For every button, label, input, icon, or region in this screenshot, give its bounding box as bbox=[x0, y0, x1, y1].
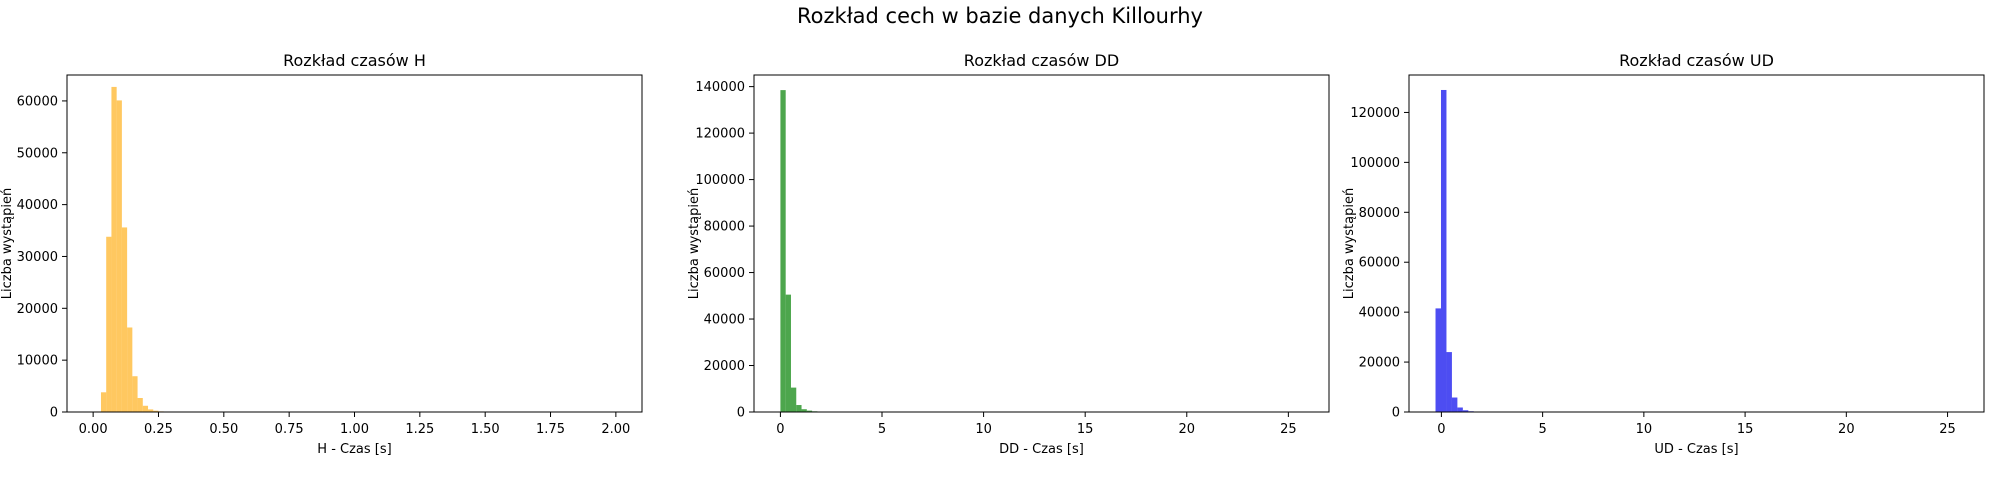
chart-2-ytick-label-3: 60000 bbox=[1359, 256, 1400, 271]
chart-2-xtick-label-1: 5 bbox=[1538, 422, 1546, 437]
chart-1-xtick-label-2: 10 bbox=[975, 422, 992, 437]
chart-1-ytick-label-3: 60000 bbox=[704, 266, 745, 281]
chart-2-xlabel: UD - Czas [s] bbox=[1654, 442, 1738, 457]
figure-title: Rozkład cech w bazie danych Killourhy bbox=[797, 4, 1203, 28]
chart-2-ytick-label-5: 100000 bbox=[1350, 156, 1400, 171]
chart-1-bar-0 bbox=[780, 90, 786, 413]
chart-1-title: Rozkład czasów DD bbox=[964, 51, 1119, 70]
chart-2-bar-3 bbox=[1451, 397, 1458, 412]
chart-0-xlabel: H - Czas [s] bbox=[317, 442, 391, 457]
chart-2-bar-5 bbox=[1462, 410, 1469, 412]
chart-0-ytick-label-3: 30000 bbox=[17, 250, 58, 265]
chart-2-ytick-label-0: 0 bbox=[1392, 406, 1400, 421]
chart-1-bar-4 bbox=[801, 409, 807, 412]
chart-0-bar-6 bbox=[127, 327, 133, 412]
chart-2-ytick-label-2: 40000 bbox=[1359, 306, 1400, 321]
chart-1-bar-2 bbox=[790, 387, 797, 412]
chart-0-bar-2 bbox=[106, 236, 112, 412]
chart-2-xtick-label-4: 20 bbox=[1838, 422, 1855, 437]
chart-1-xtick-label-1: 5 bbox=[878, 422, 886, 437]
chart-0-xtick-label-1: 0.25 bbox=[144, 422, 173, 437]
chart-1-bar-1 bbox=[785, 294, 791, 412]
chart-0-bar-9 bbox=[142, 405, 149, 412]
chart-0-xtick-label-3: 0.75 bbox=[275, 422, 304, 437]
chart-1-ytick-label-6: 120000 bbox=[695, 127, 745, 142]
chart-0-bar-3 bbox=[111, 86, 117, 413]
chart-1-bar-3 bbox=[796, 405, 802, 412]
chart-0-xtick-label-4: 1.00 bbox=[340, 422, 369, 437]
chart-0-ytick-label-4: 40000 bbox=[17, 198, 58, 213]
chart-1-xtick-label-3: 15 bbox=[1077, 422, 1094, 437]
chart-2-ytick-label-4: 80000 bbox=[1359, 206, 1400, 221]
chart-0-ytick-label-5: 50000 bbox=[17, 146, 58, 161]
chart-2-bar-2 bbox=[1446, 352, 1452, 412]
chart-1-ytick-label-1: 20000 bbox=[704, 359, 745, 374]
chart-2-ytick-label-6: 120000 bbox=[1350, 106, 1400, 121]
chart-0-ytick-label-6: 60000 bbox=[17, 94, 58, 109]
chart-1-xtick-label-5: 25 bbox=[1280, 422, 1297, 437]
chart-1-ytick-label-4: 80000 bbox=[704, 220, 745, 235]
chart-0-xtick-label-0: 0.00 bbox=[79, 422, 108, 437]
chart-0-bar-7 bbox=[132, 376, 138, 412]
chart-2-axes-frame bbox=[1408, 74, 1985, 413]
chart-0-bar-11 bbox=[153, 410, 159, 412]
chart-1-ytick-label-2: 40000 bbox=[704, 313, 745, 328]
chart-2-ylabel: Liczba wystąpień bbox=[1342, 188, 1357, 299]
chart-1-ytick-label-0: 0 bbox=[737, 406, 745, 421]
chart-2-xtick-label-3: 15 bbox=[1737, 422, 1754, 437]
chart-0-ylabel: Liczba wystąpień bbox=[0, 188, 15, 299]
chart-1-ylabel: Liczba wystąpień bbox=[687, 188, 702, 299]
chart-0-bar-1 bbox=[100, 392, 107, 412]
chart-0-xtick-label-8: 2.00 bbox=[601, 422, 630, 437]
chart-0-ytick-label-2: 20000 bbox=[17, 302, 58, 317]
chart-2-xtick-label-0: 0 bbox=[1437, 422, 1445, 437]
chart-0-xtick-label-2: 0.50 bbox=[209, 422, 238, 437]
chart-1-ytick-label-5: 100000 bbox=[695, 173, 745, 188]
chart-0-bar-10 bbox=[148, 409, 154, 412]
chart-0-ytick-label-0: 0 bbox=[50, 406, 58, 421]
chart-0-bar-4 bbox=[116, 100, 122, 413]
chart-0-title: Rozkład czasów H bbox=[283, 51, 426, 70]
chart-0-xtick-label-7: 1.75 bbox=[536, 422, 565, 437]
chart-2-title: Rozkład czasów UD bbox=[1619, 51, 1774, 70]
chart-2-ytick-label-1: 20000 bbox=[1359, 356, 1400, 371]
chart-1-bar-5 bbox=[806, 410, 813, 412]
chart-0-ytick-label-1: 10000 bbox=[17, 354, 58, 369]
chart-0-bar-8 bbox=[137, 398, 143, 412]
chart-1-axes-frame bbox=[753, 74, 1330, 413]
chart-1-xtick-label-4: 20 bbox=[1179, 422, 1196, 437]
chart-1-ytick-label-7: 140000 bbox=[695, 80, 745, 95]
chart-0-xtick-label-6: 1.50 bbox=[471, 422, 500, 437]
chart-0-bar-5 bbox=[121, 227, 128, 412]
chart-2-xtick-label-5: 25 bbox=[1939, 422, 1956, 437]
chart-0-xtick-label-5: 1.25 bbox=[405, 422, 434, 437]
chart-2-bar-0 bbox=[1435, 308, 1441, 412]
chart-1-xlabel: DD - Czas [s] bbox=[999, 442, 1084, 457]
chart-2-bar-4 bbox=[1457, 407, 1463, 412]
chart-1-xtick-label-0: 0 bbox=[776, 422, 784, 437]
chart-2-bar-1 bbox=[1440, 89, 1447, 412]
chart-2-xtick-label-2: 10 bbox=[1636, 422, 1653, 437]
